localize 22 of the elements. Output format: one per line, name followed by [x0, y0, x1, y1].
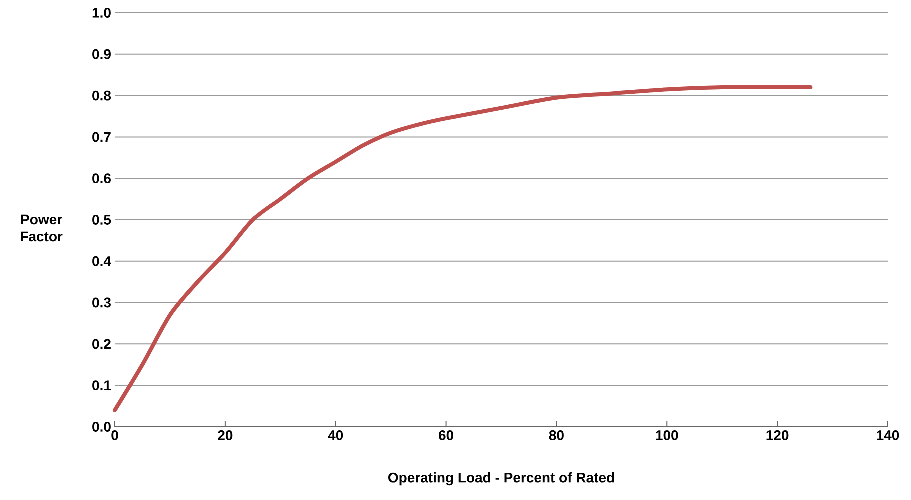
y-tick-label: 0.5 [92, 215, 112, 225]
y-tick-label: 1.0 [92, 8, 111, 18]
x-tick-label: 80 [549, 430, 564, 440]
x-tick-label: 140 [877, 430, 900, 440]
y-tick-label: 0.7 [92, 132, 111, 142]
x-tick-label: 60 [439, 430, 454, 440]
y-tick-label: 0.3 [92, 298, 111, 308]
x-axis-title: Operating Load - Percent of Rated [388, 472, 614, 486]
y-tick-label: 0.4 [92, 256, 112, 266]
x-tick-label: 100 [656, 430, 678, 440]
line-series [113, 85, 813, 412]
x-tick-label: 120 [766, 430, 789, 440]
y-tick-label: 0.9 [92, 49, 111, 60]
y-tick-label: 0.6 [92, 174, 111, 184]
x-tick-label: 0 [112, 430, 118, 440]
x-tick-label: 40 [328, 430, 344, 440]
y-tick-label: 0.0 [92, 422, 111, 432]
y-axis-title: Power Factor [21, 214, 63, 242]
x-tick-label: 20 [218, 430, 233, 440]
y-tick-label: 0.1 [92, 380, 112, 391]
y-tick-label: 0.8 [92, 90, 112, 101]
y-tick-label: 0.2 [92, 339, 111, 350]
